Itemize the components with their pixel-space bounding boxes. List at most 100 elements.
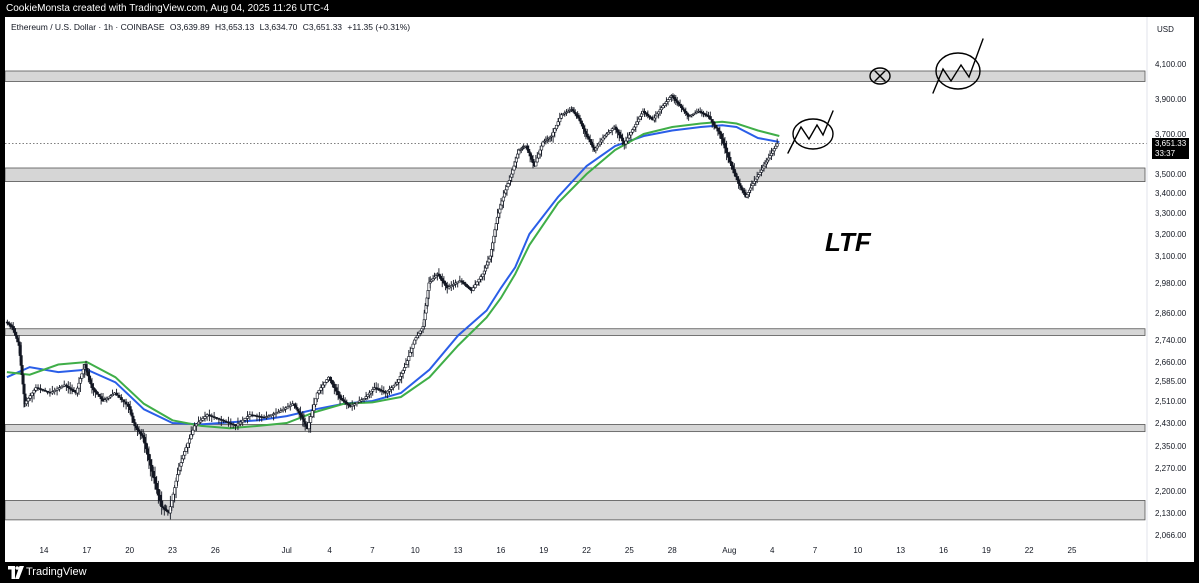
y-tick-label: 2,740.00 <box>1155 336 1187 345</box>
candle-body <box>603 135 607 139</box>
candle-body <box>151 470 155 478</box>
price-chart-svg[interactable]: 4,100.00 3,900.00 3,700.00 3,500.00 3,400.00… <box>5 17 1194 562</box>
footer-brand: TradingView <box>26 566 87 578</box>
candle-body <box>585 133 589 137</box>
candle-body <box>460 280 464 283</box>
candle-body <box>175 474 179 482</box>
moving-average-line-2 <box>6 120 780 430</box>
candle-body <box>563 112 567 115</box>
y-tick-label: 3,200.00 <box>1155 230 1187 239</box>
candle-body <box>210 415 214 417</box>
x-tick-label: 19 <box>539 546 548 555</box>
candle-body <box>758 172 762 175</box>
candle-body <box>374 387 378 389</box>
x-tick-label: 22 <box>1025 546 1034 555</box>
candle-body <box>191 429 195 435</box>
candle-body <box>80 373 84 379</box>
candle-body <box>203 416 207 419</box>
y-tick-label: 3,300.00 <box>1155 209 1187 218</box>
candle-body <box>664 101 668 104</box>
candle-body <box>751 183 755 187</box>
candle-body <box>319 387 323 391</box>
current-price-value: 3,651.33 <box>1155 139 1187 148</box>
candle-body <box>415 335 419 339</box>
bar-countdown: 33:37 <box>1155 149 1176 158</box>
candle-body <box>462 281 466 285</box>
x-tick-label: 16 <box>939 546 948 555</box>
y-tick-label: 2,980.00 <box>1155 279 1187 288</box>
y-tick-label: 4,100.00 <box>1155 60 1187 69</box>
candle-body <box>184 447 188 452</box>
x-tick-label: 19 <box>982 546 991 555</box>
moving-average-line-1 <box>6 124 780 426</box>
x-tick-label: 4 <box>770 546 775 555</box>
candle-body <box>420 328 424 332</box>
candle-body <box>501 196 505 202</box>
candle-body <box>264 416 268 418</box>
candle-body <box>737 179 741 184</box>
candle-body <box>160 500 164 508</box>
candle-body <box>276 411 280 414</box>
candle-body <box>310 410 314 417</box>
candle-body <box>309 416 313 423</box>
candle-body <box>329 376 333 381</box>
candle-body <box>55 388 59 391</box>
candle-body <box>558 117 562 123</box>
candle-body <box>583 128 587 132</box>
candle-body <box>236 423 240 427</box>
candle-body <box>382 390 386 393</box>
candle-body <box>272 413 276 416</box>
x-tick-label: 7 <box>813 546 818 555</box>
x-tick-label: 4 <box>327 546 332 555</box>
chart-panel[interactable]: 4,100.00 3,900.00 3,700.00 3,500.00 3,400.00… <box>5 17 1194 562</box>
candle-body <box>423 312 427 321</box>
candle-body <box>466 285 470 288</box>
candle-body <box>366 394 370 397</box>
candle-body <box>646 113 650 116</box>
candle-body <box>712 122 716 126</box>
candle-body <box>345 402 349 405</box>
candle-body <box>325 379 329 383</box>
legend-low: L3,634.70 <box>259 22 298 32</box>
candle-body <box>397 379 401 383</box>
candle-body <box>197 421 201 425</box>
candle-body <box>312 404 316 411</box>
candle-body <box>731 165 735 170</box>
credit-text: CookieMonsta created with TradingView.co… <box>6 3 330 14</box>
candle-body <box>226 421 230 424</box>
candle-body <box>598 141 602 145</box>
x-tick-label: 7 <box>370 546 375 555</box>
y-tick-label: 3,500.00 <box>1155 170 1187 179</box>
candle-body <box>105 398 109 400</box>
candle-body <box>343 400 347 403</box>
candle-body <box>189 434 193 440</box>
candle-body <box>401 370 405 374</box>
candle-body <box>775 143 779 147</box>
candle-body <box>41 389 45 391</box>
candle-body <box>652 117 656 121</box>
candle-body <box>260 416 264 418</box>
candle-body <box>46 390 50 393</box>
target-circle-2 <box>935 52 981 90</box>
candle-body <box>642 110 646 114</box>
candle-body <box>439 275 443 279</box>
candle-body <box>315 392 319 400</box>
candle-body <box>144 442 148 450</box>
candle-body <box>38 388 42 390</box>
candle-body <box>380 390 384 392</box>
candle-body <box>538 149 542 155</box>
candle-body <box>147 453 151 461</box>
candle-body <box>587 136 591 140</box>
candle-body <box>398 376 402 380</box>
candle-body <box>400 373 404 377</box>
zones-layer <box>5 70 1146 521</box>
candle-body <box>440 278 444 282</box>
candle-body <box>386 390 390 394</box>
x-tick-label: 28 <box>668 546 677 555</box>
candle-body <box>194 423 198 427</box>
candle-body <box>288 404 292 407</box>
candle-body <box>473 284 477 288</box>
candle-body <box>554 124 558 130</box>
candle-body <box>243 418 247 421</box>
candle-body <box>371 389 375 392</box>
